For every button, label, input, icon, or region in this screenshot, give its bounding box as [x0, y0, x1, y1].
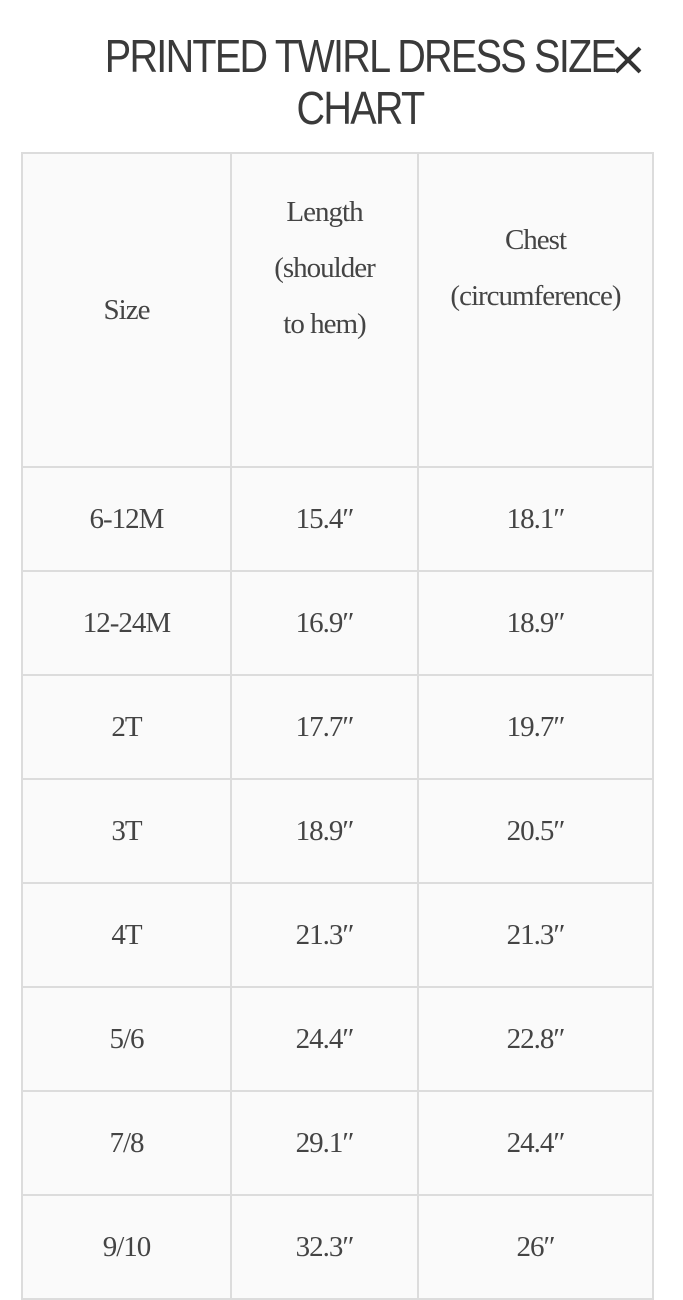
cell-size: 12-24M [21, 570, 232, 676]
table-row: 5/6 24.4″ 22.8″ [21, 986, 654, 1092]
table-header-row: Size Length (shoulder to hem) Chest (cir… [21, 152, 654, 468]
table-row: 6-12M 15.4″ 18.1″ [21, 466, 654, 572]
cell-chest: 24.4″ [417, 1090, 654, 1196]
cell-chest: 18.1″ [417, 466, 654, 572]
close-button[interactable] [610, 42, 646, 78]
cell-length: 21.3″ [230, 882, 419, 988]
header-chest-line: Chest [504, 224, 567, 256]
cell-chest: 26″ [417, 1194, 654, 1300]
cell-size: 7/8 [21, 1090, 232, 1196]
header-length-line: to hem) [283, 308, 366, 340]
cell-chest: 21.3″ [417, 882, 654, 988]
header-size-label: Size [103, 294, 151, 326]
cell-size: 9/10 [21, 1194, 232, 1300]
cell-chest: 20.5″ [417, 778, 654, 884]
cell-chest: 22.8″ [417, 986, 654, 1092]
header-length: Length (shoulder to hem) [230, 152, 419, 468]
cell-size: 2T [21, 674, 232, 780]
cell-chest: 18.9″ [417, 570, 654, 676]
table-row: 4T 21.3″ 21.3″ [21, 882, 654, 988]
table-row: 3T 18.9″ 20.5″ [21, 778, 654, 884]
cell-length: 18.9″ [230, 778, 419, 884]
header-size: Size [21, 152, 232, 468]
header-length-line: (shoulder [274, 252, 376, 284]
cell-length: 24.4″ [230, 986, 419, 1092]
page-title: PRINTED TWIRL DRESS SIZE CHART [104, 30, 617, 134]
close-x-icon [614, 46, 642, 74]
table-row: 2T 17.7″ 19.7″ [21, 674, 654, 780]
header-length-line: Length [286, 196, 363, 228]
header-chest: Chest (circumference) [417, 152, 654, 468]
cell-size: 6-12M [21, 466, 232, 572]
cell-size: 4T [21, 882, 232, 988]
cell-length: 32.3″ [230, 1194, 419, 1300]
header-chest-line: (circumference) [450, 280, 621, 312]
cell-size: 3T [21, 778, 232, 884]
table-row: 12-24M 16.9″ 18.9″ [21, 570, 654, 676]
cell-size: 5/6 [21, 986, 232, 1092]
cell-chest: 19.7″ [417, 674, 654, 780]
table-row: 7/8 29.1″ 24.4″ [21, 1090, 654, 1196]
cell-length: 17.7″ [230, 674, 419, 780]
cell-length: 16.9″ [230, 570, 419, 676]
size-chart-table: Size Length (shoulder to hem) Chest (cir… [21, 152, 654, 1300]
cell-length: 29.1″ [230, 1090, 419, 1196]
cell-length: 15.4″ [230, 466, 419, 572]
table-row: 9/10 32.3″ 26″ [21, 1194, 654, 1300]
